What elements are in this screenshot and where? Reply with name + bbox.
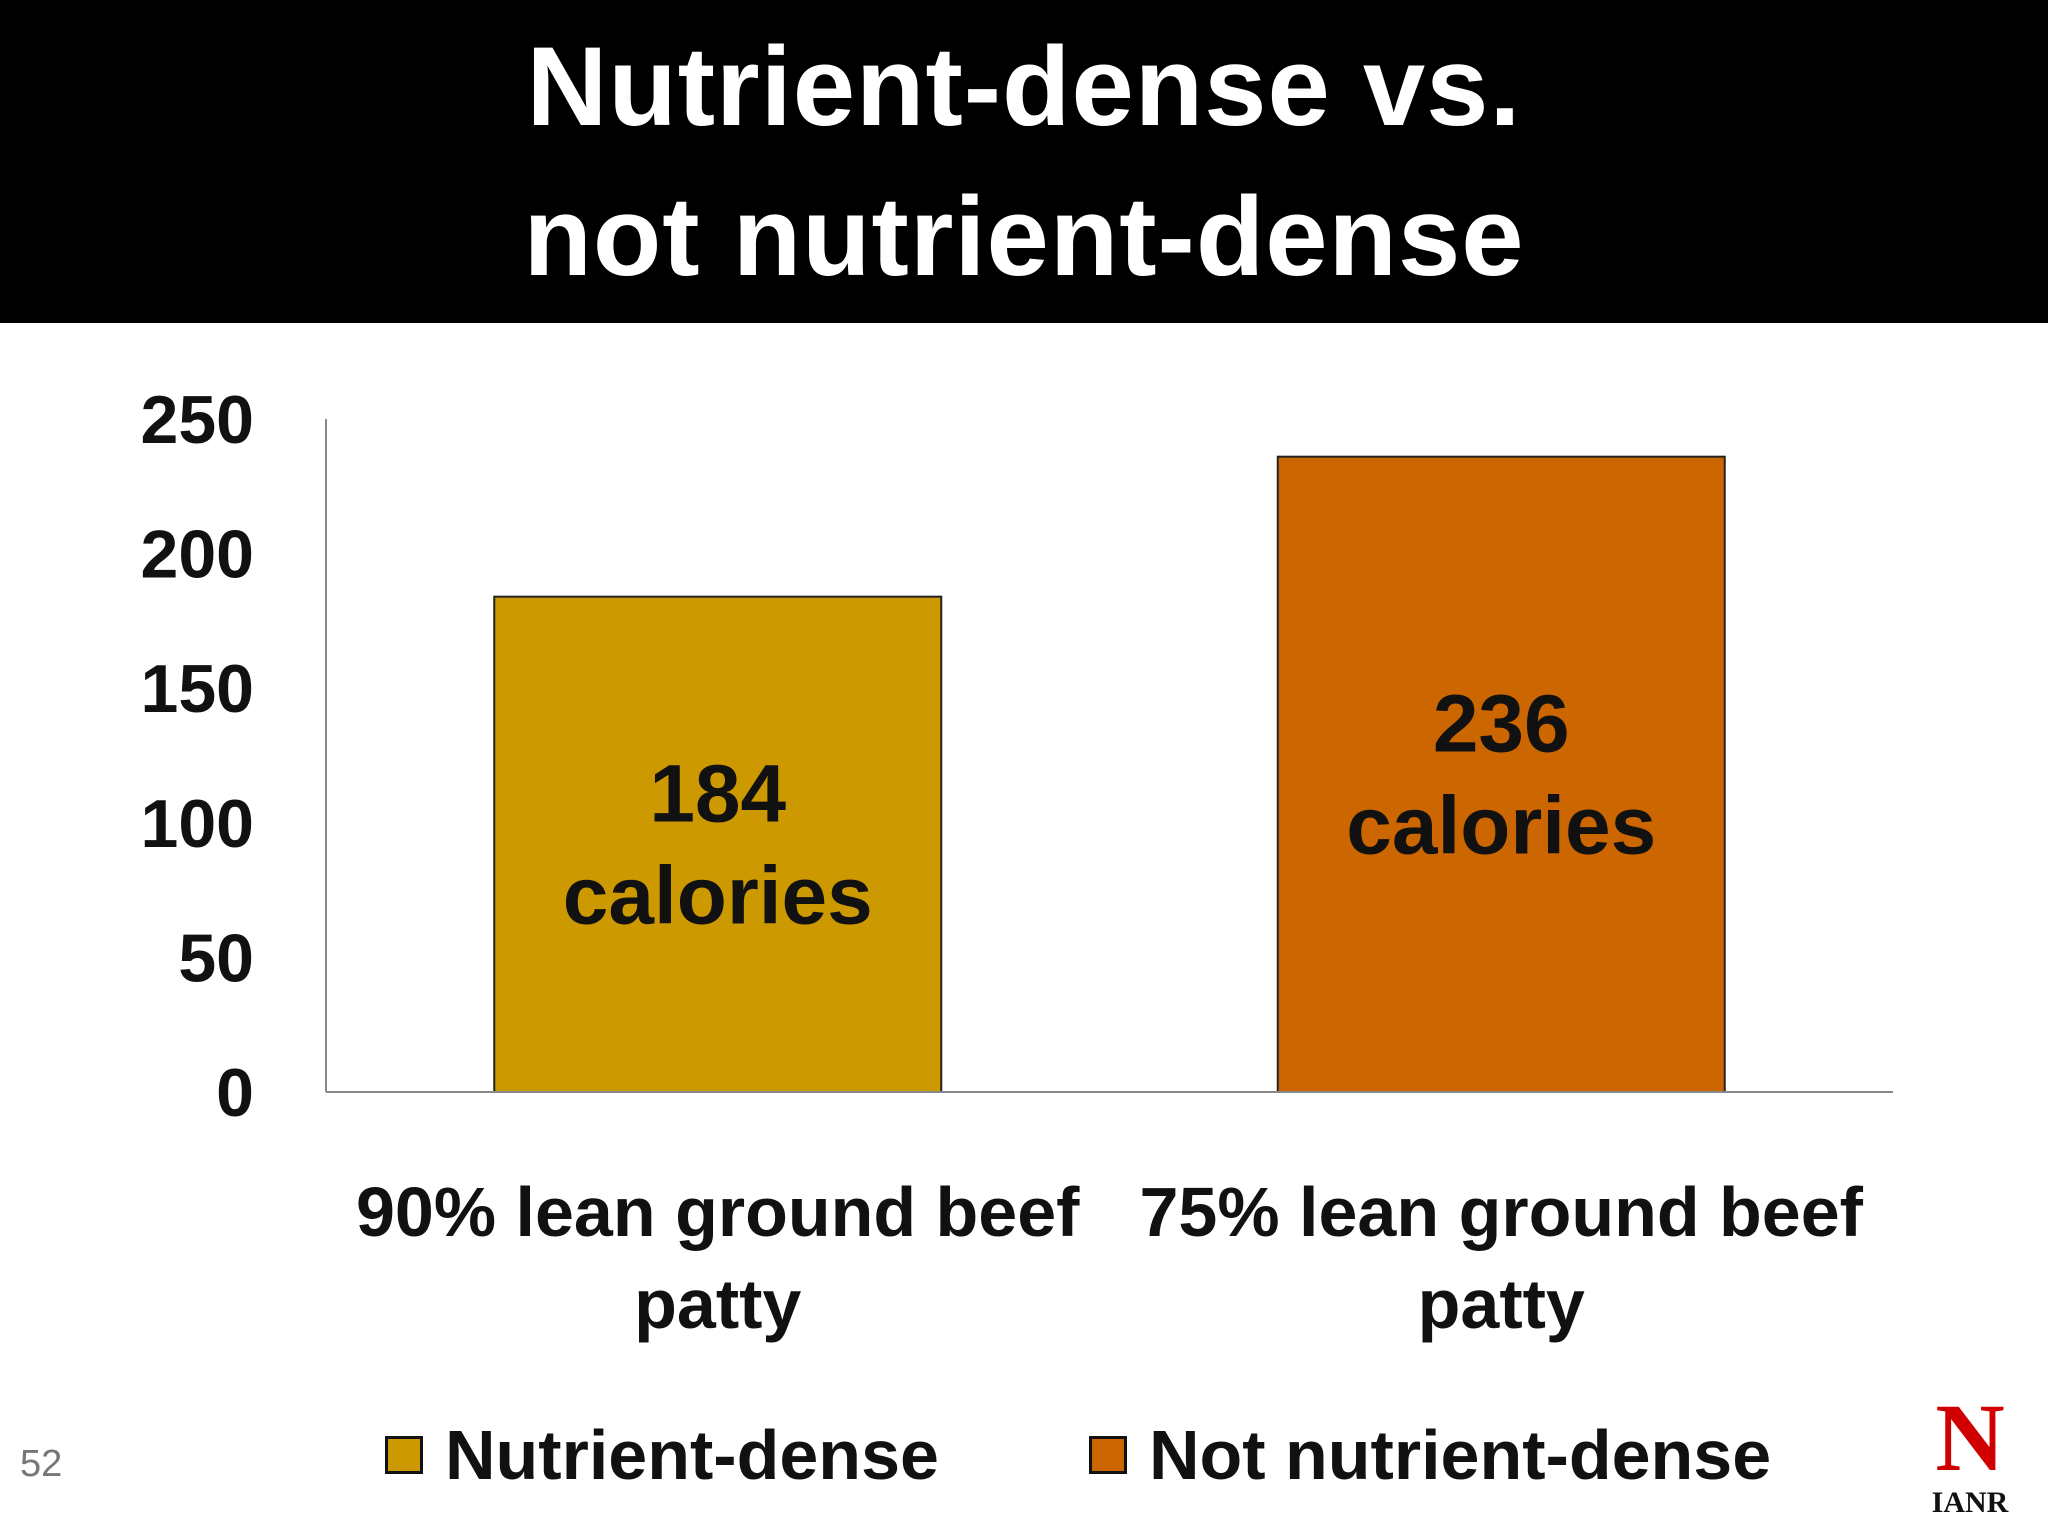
bar — [1276, 455, 1726, 1093]
x-tick-label: patty — [1418, 1265, 1585, 1343]
x-axis: 90% lean ground beef patty 75% lean ground… — [326, 1091, 1893, 1343]
legend-item-nutrient-dense: Nutrient-dense — [385, 1415, 939, 1495]
legend-swatch-not-nutrient-dense — [1088, 1436, 1127, 1474]
x-tick-label: patty — [634, 1265, 801, 1343]
logo-n-letter: N — [1935, 1392, 2004, 1491]
title-bar: Nutrient-dense vs. not nutrient-dense — [0, 0, 2048, 323]
legend-label-nutrient-dense: Nutrient-dense — [445, 1416, 939, 1494]
data-label: calories — [1346, 780, 1656, 871]
title-line-2: not nutrient-dense — [523, 173, 1525, 299]
legend-swatch-nutrient-dense — [385, 1436, 423, 1474]
data-label: 236 — [1433, 678, 1570, 769]
data-label: calories — [563, 850, 873, 941]
data-label: 184 — [649, 748, 786, 839]
y-tick-label: 200 — [141, 517, 254, 593]
ianr-logo: N IANR — [1932, 1392, 2009, 1519]
y-tick-label: 50 — [178, 920, 254, 996]
legend-item-not-nutrient-dense: Not nutrient-dense — [1088, 1415, 1772, 1495]
y-tick-label: 150 — [141, 651, 254, 727]
bar — [493, 595, 943, 1093]
x-tick-label: 75% lean ground beef — [1140, 1173, 1864, 1251]
data-labels: 184 calories 236 calories — [563, 678, 1656, 941]
bars — [493, 455, 1726, 1093]
title-line-1: Nutrient-dense vs. — [526, 23, 1522, 149]
logo-ianr-text: IANR — [1932, 1486, 2009, 1519]
x-tick-label: 90% lean ground beef — [356, 1173, 1080, 1251]
y-tick-label: 0 — [216, 1055, 254, 1131]
y-tick-label: 100 — [141, 786, 254, 862]
y-axis: 0 50 100 150 200 250 — [141, 382, 327, 1131]
slide-number: 52 — [20, 1443, 63, 1485]
y-tick-label: 250 — [141, 382, 254, 458]
legend-label-not-nutrient-dense: Not nutrient-dense — [1148, 1416, 1772, 1494]
legend: Nutrient-dense Not nutrient-dense — [385, 1415, 1771, 1495]
